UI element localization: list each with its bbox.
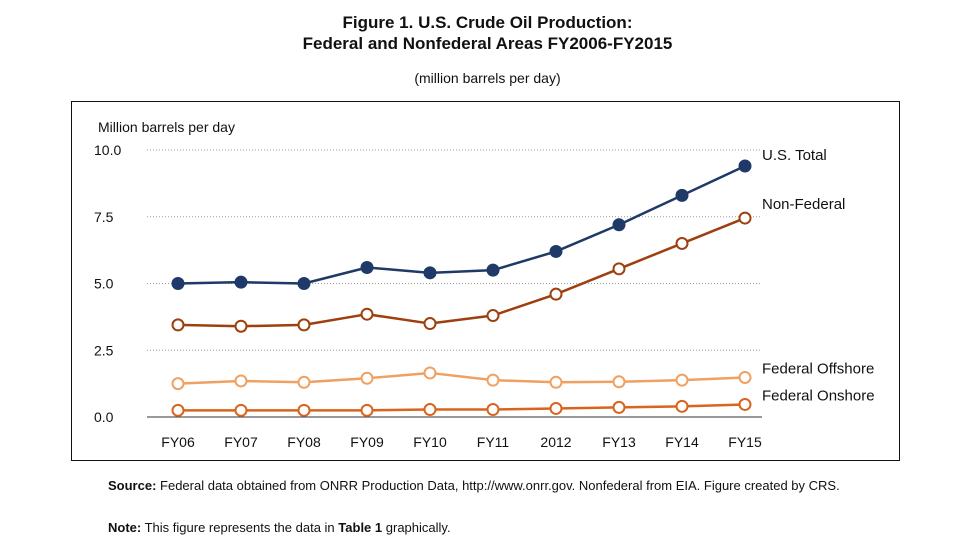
figure-title-line-2: Federal and Nonfederal Areas FY2006-FY20… bbox=[302, 34, 673, 53]
y-tick-label: 0.0 bbox=[94, 409, 114, 425]
data-point bbox=[738, 211, 752, 225]
y-tick-label: 7.5 bbox=[94, 209, 114, 225]
data-point bbox=[486, 403, 500, 417]
series-line bbox=[178, 403, 746, 412]
data-point bbox=[360, 307, 374, 321]
x-tick-label: FY10 bbox=[413, 434, 447, 450]
x-tick-label: FY08 bbox=[287, 434, 321, 450]
data-point bbox=[360, 371, 374, 385]
series-line bbox=[177, 164, 746, 285]
note-label: Note: bbox=[108, 520, 142, 535]
y-tick-label: 2.5 bbox=[94, 342, 114, 358]
figure-note: Note: This figure represents the data in… bbox=[108, 519, 908, 537]
source-text: Federal data obtained from ONRR Producti… bbox=[160, 478, 840, 493]
data-point bbox=[486, 309, 500, 323]
note-text-1: This figure represents the data in bbox=[144, 520, 335, 535]
data-point bbox=[612, 218, 626, 232]
note-table-ref: Table 1 bbox=[338, 520, 383, 535]
data-point bbox=[675, 373, 689, 387]
data-point bbox=[234, 275, 248, 289]
data-point bbox=[360, 260, 374, 274]
data-point bbox=[234, 403, 248, 417]
data-point bbox=[612, 262, 626, 276]
data-point bbox=[738, 397, 752, 411]
data-point bbox=[297, 375, 311, 389]
data-point bbox=[486, 373, 500, 387]
figure-subtitle: (million barrels per day) bbox=[414, 70, 561, 86]
data-point bbox=[738, 159, 752, 173]
x-tick-label: FY11 bbox=[477, 434, 510, 450]
series-line bbox=[177, 371, 746, 385]
series-line bbox=[177, 216, 746, 328]
data-point bbox=[297, 318, 311, 332]
x-tick-label: FY14 bbox=[665, 434, 699, 450]
data-point bbox=[297, 403, 311, 417]
series-label: Federal Onshore bbox=[762, 387, 875, 404]
x-tick-label: FY15 bbox=[728, 434, 762, 450]
chart-frame: Million barrels per day 0.0 2.5 5.0 7.5 10.0 F… bbox=[71, 101, 900, 461]
series-label: Non-Federal bbox=[762, 196, 845, 213]
data-point bbox=[171, 277, 185, 290]
data-point bbox=[171, 403, 185, 417]
x-tick-label: FY09 bbox=[350, 434, 384, 450]
data-point bbox=[423, 317, 437, 331]
data-point bbox=[738, 370, 752, 384]
data-point bbox=[234, 374, 248, 388]
source-label: Source: bbox=[108, 478, 157, 493]
data-point bbox=[612, 375, 626, 389]
data-point bbox=[423, 266, 437, 280]
x-tick-label: FY13 bbox=[602, 434, 636, 450]
figure-title-line-1: Figure 1. U.S. Crude Oil Production: bbox=[342, 13, 633, 32]
data-point bbox=[360, 403, 374, 417]
y-tick-label: 5.0 bbox=[94, 276, 114, 292]
data-point bbox=[549, 401, 563, 415]
data-point bbox=[171, 377, 185, 391]
series-label: U.S. Total bbox=[762, 147, 827, 164]
y-tick-label: 10.0 bbox=[94, 142, 121, 158]
x-tick-label: FY06 bbox=[161, 434, 195, 450]
data-point bbox=[423, 366, 437, 380]
note-text-2: graphically. bbox=[385, 520, 451, 535]
x-tick-label: 2012 bbox=[540, 434, 571, 450]
data-point bbox=[549, 287, 563, 301]
data-point bbox=[171, 318, 185, 332]
data-point bbox=[423, 403, 437, 417]
x-tick-label: FY07 bbox=[224, 434, 258, 450]
data-point bbox=[297, 277, 311, 290]
data-point bbox=[675, 188, 689, 202]
data-point bbox=[675, 399, 689, 413]
source-note: Source: Federal data obtained from ONRR … bbox=[108, 477, 908, 495]
data-point bbox=[486, 263, 500, 277]
data-point bbox=[612, 400, 626, 414]
line-chart: Million barrels per day 0.0 2.5 5.0 7.5 10.0 F… bbox=[94, 119, 875, 450]
data-point bbox=[675, 236, 689, 250]
series-label: Federal Offshore bbox=[762, 360, 874, 377]
data-point bbox=[549, 375, 563, 389]
data-point bbox=[549, 244, 563, 258]
y-axis-label: Million barrels per day bbox=[98, 119, 235, 135]
data-point bbox=[234, 319, 248, 333]
